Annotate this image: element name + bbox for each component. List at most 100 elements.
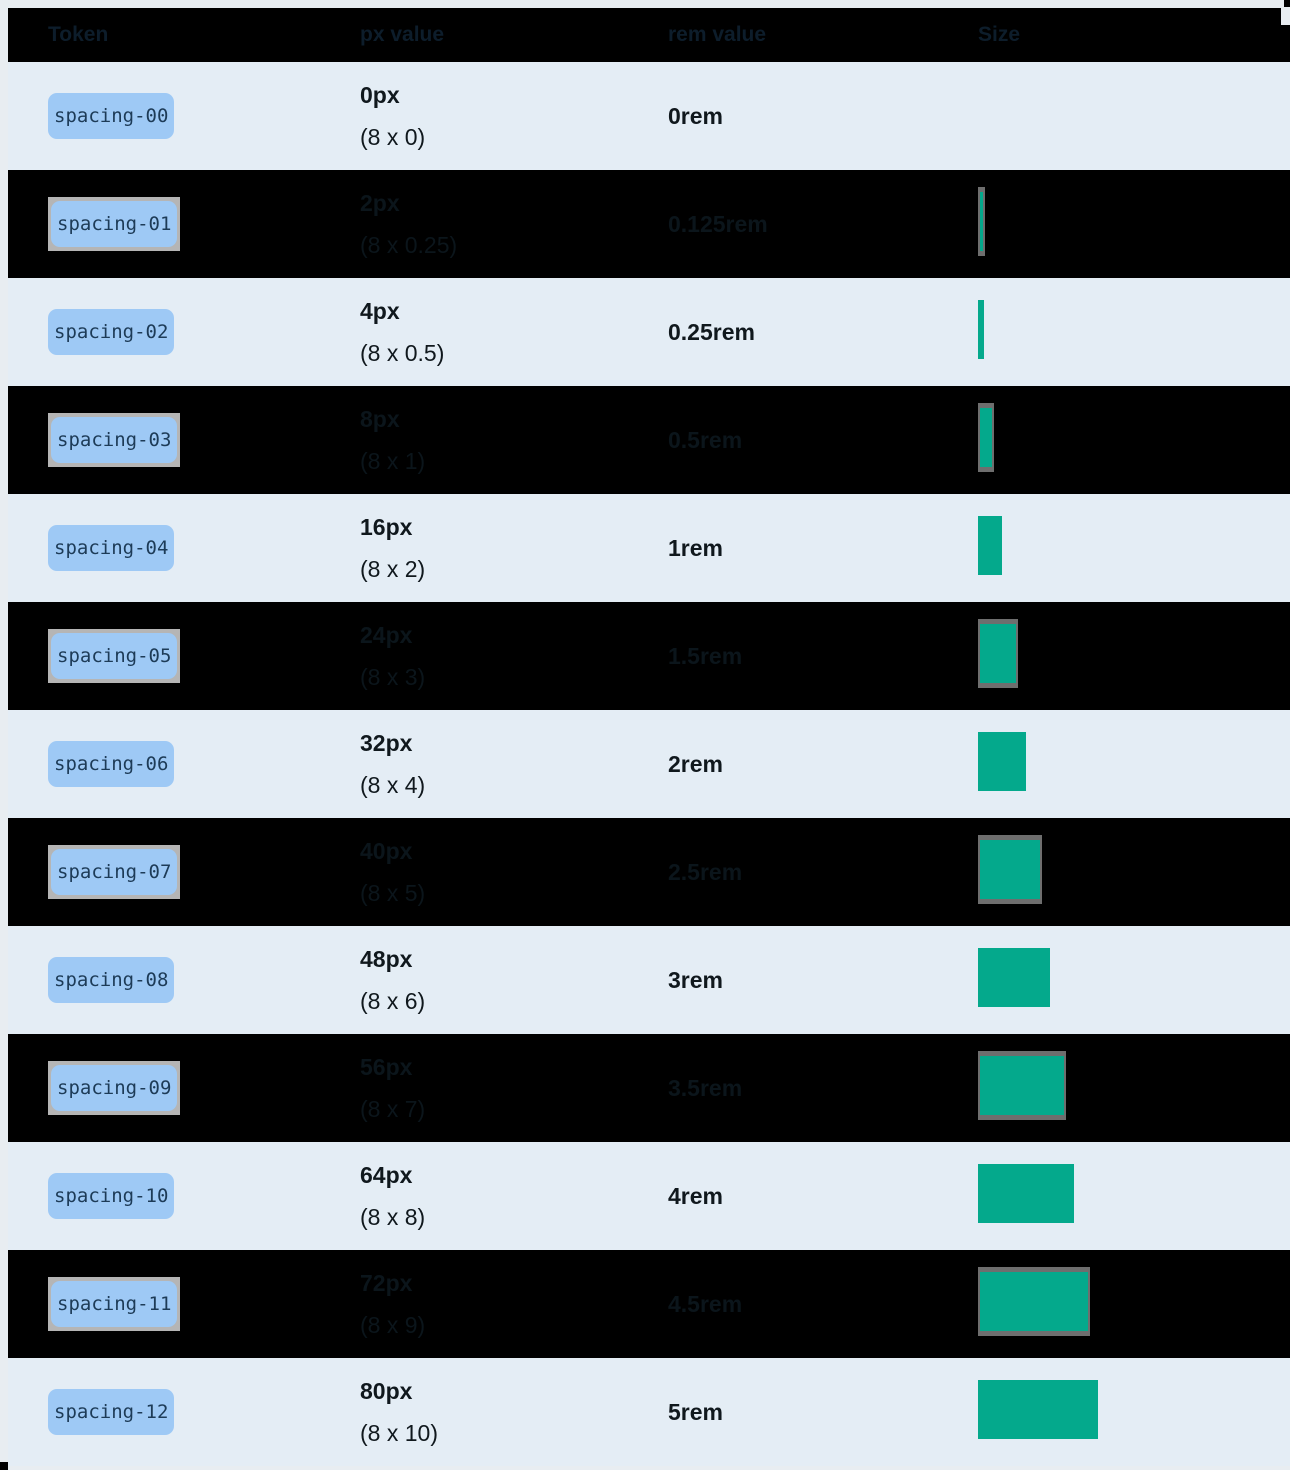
token-chip-halo: spacing-12 — [48, 1389, 175, 1435]
token-cell: spacing-02 — [48, 309, 360, 355]
token-cell: spacing-12 — [48, 1389, 360, 1435]
px-value: 0px — [360, 82, 400, 108]
token-cell: spacing-11 — [48, 1277, 360, 1331]
rem-cell: 4.5rem — [668, 1290, 978, 1318]
rem-value: 3.5rem — [668, 1075, 743, 1101]
px-cell: 80px (8 x 10) — [360, 1370, 668, 1454]
px-multiplier: (8 x 2) — [360, 556, 426, 582]
size-bar — [980, 1272, 1088, 1331]
px-value: 72px — [360, 1270, 413, 1296]
token-chip-halo: spacing-01 — [48, 197, 181, 251]
rem-value: 1.5rem — [668, 643, 743, 669]
table-row: spacing-11 72px (8 x 9) 4.5rem — [8, 1250, 1290, 1358]
size-bar-halo — [978, 1267, 1090, 1336]
header-px-value: px value — [360, 23, 445, 46]
token-cell: spacing-07 — [48, 845, 360, 899]
px-cell: 0px (8 x 0) — [360, 74, 668, 158]
rem-cell: 0.25rem — [668, 318, 978, 346]
scrollbar-track-notch — [1281, 8, 1290, 25]
size-bar-halo — [978, 1051, 1066, 1120]
spacing-token-chip: spacing-00 — [48, 93, 175, 139]
token-cell: spacing-04 — [48, 525, 360, 571]
size-bar-halo — [978, 516, 1002, 575]
rem-value: 3rem — [668, 967, 723, 993]
px-value: 64px — [360, 1162, 413, 1188]
token-chip-halo: spacing-04 — [48, 525, 175, 571]
px-multiplier: (8 x 9) — [360, 1312, 426, 1338]
size-bar-halo — [978, 732, 1026, 791]
table-row: spacing-07 40px (8 x 5) 2.5rem — [8, 818, 1290, 926]
px-multiplier: (8 x 4) — [360, 772, 426, 798]
px-value: 24px — [360, 622, 413, 648]
token-cell: spacing-05 — [48, 629, 360, 683]
size-bar — [980, 408, 992, 467]
px-value: 2px — [360, 190, 400, 216]
header-size: Size — [978, 23, 1021, 46]
header-token: Token — [48, 23, 109, 46]
size-bar-halo — [978, 300, 984, 359]
size-bar-halo — [978, 948, 1050, 1007]
rem-cell: 3.5rem — [668, 1074, 978, 1102]
spacing-token-chip: spacing-01 — [51, 201, 178, 247]
table-body: spacing-00 0px (8 x 0) 0rem spacing-01 2… — [8, 62, 1290, 1466]
size-bar — [978, 948, 1050, 1007]
px-cell: 24px (8 x 3) — [360, 614, 668, 698]
size-cell — [978, 1051, 1290, 1125]
px-multiplier: (8 x 10) — [360, 1420, 438, 1446]
rem-value: 1rem — [668, 535, 723, 561]
token-chip-halo: spacing-03 — [48, 413, 181, 467]
size-cell — [978, 1380, 1290, 1444]
size-cell — [978, 300, 1290, 364]
rem-cell: 4rem — [668, 1182, 978, 1210]
token-chip-halo: spacing-11 — [48, 1277, 181, 1331]
size-bar-halo — [978, 403, 994, 472]
px-cell: 32px (8 x 4) — [360, 722, 668, 806]
token-chip-halo: spacing-00 — [48, 93, 175, 139]
spacing-token-chip: spacing-03 — [51, 417, 178, 463]
spacing-table: Token px value rem value Size spacing-00… — [8, 8, 1290, 1466]
table-header-row: Token px value rem value Size — [8, 8, 1290, 62]
token-cell: spacing-03 — [48, 413, 360, 467]
token-chip-halo: spacing-10 — [48, 1173, 175, 1219]
spacing-token-chip: spacing-07 — [51, 849, 178, 895]
px-multiplier: (8 x 3) — [360, 664, 426, 690]
token-cell: spacing-00 — [48, 93, 360, 139]
size-cell — [978, 1164, 1290, 1228]
size-cell — [978, 835, 1290, 909]
rem-cell: 0rem — [668, 102, 978, 130]
size-cell — [978, 1267, 1290, 1341]
rem-value: 0.5rem — [668, 427, 743, 453]
rem-value: 4.5rem — [668, 1291, 743, 1317]
size-bar — [980, 1056, 1064, 1115]
token-cell: spacing-09 — [48, 1061, 360, 1115]
px-cell: 72px (8 x 9) — [360, 1262, 668, 1346]
scrollbar-thumb-vertical[interactable] — [1284, 0, 1290, 7]
rem-value: 2rem — [668, 751, 723, 777]
px-multiplier: (8 x 0) — [360, 124, 426, 150]
token-chip-halo: spacing-08 — [48, 957, 175, 1003]
px-value: 8px — [360, 406, 400, 432]
spacing-token-chip: spacing-04 — [48, 525, 175, 571]
px-cell: 4px (8 x 0.5) — [360, 290, 668, 374]
px-cell: 64px (8 x 8) — [360, 1154, 668, 1238]
size-bar-halo — [978, 835, 1042, 904]
px-value: 48px — [360, 946, 413, 972]
scrollbar-thumb-horizontal[interactable] — [0, 1462, 8, 1470]
spacing-token-chip: spacing-02 — [48, 309, 175, 355]
rem-cell: 2.5rem — [668, 858, 978, 886]
px-cell: 8px (8 x 1) — [360, 398, 668, 482]
rem-value: 0.125rem — [668, 211, 768, 237]
size-bar — [980, 624, 1016, 683]
size-bar-halo — [978, 187, 985, 256]
size-bar — [978, 1380, 1098, 1439]
spacing-token-chip: spacing-08 — [48, 957, 175, 1003]
table-row: spacing-02 4px (8 x 0.5) 0.25rem — [8, 278, 1290, 386]
token-chip-halo: spacing-09 — [48, 1061, 181, 1115]
size-bar — [978, 1164, 1074, 1223]
px-multiplier: (8 x 1) — [360, 448, 426, 474]
rem-cell: 5rem — [668, 1398, 978, 1426]
rem-value: 4rem — [668, 1183, 723, 1209]
spacing-token-chip: spacing-11 — [51, 1281, 178, 1327]
header-rem-value: rem value — [668, 23, 767, 46]
rem-cell: 0.5rem — [668, 426, 978, 454]
